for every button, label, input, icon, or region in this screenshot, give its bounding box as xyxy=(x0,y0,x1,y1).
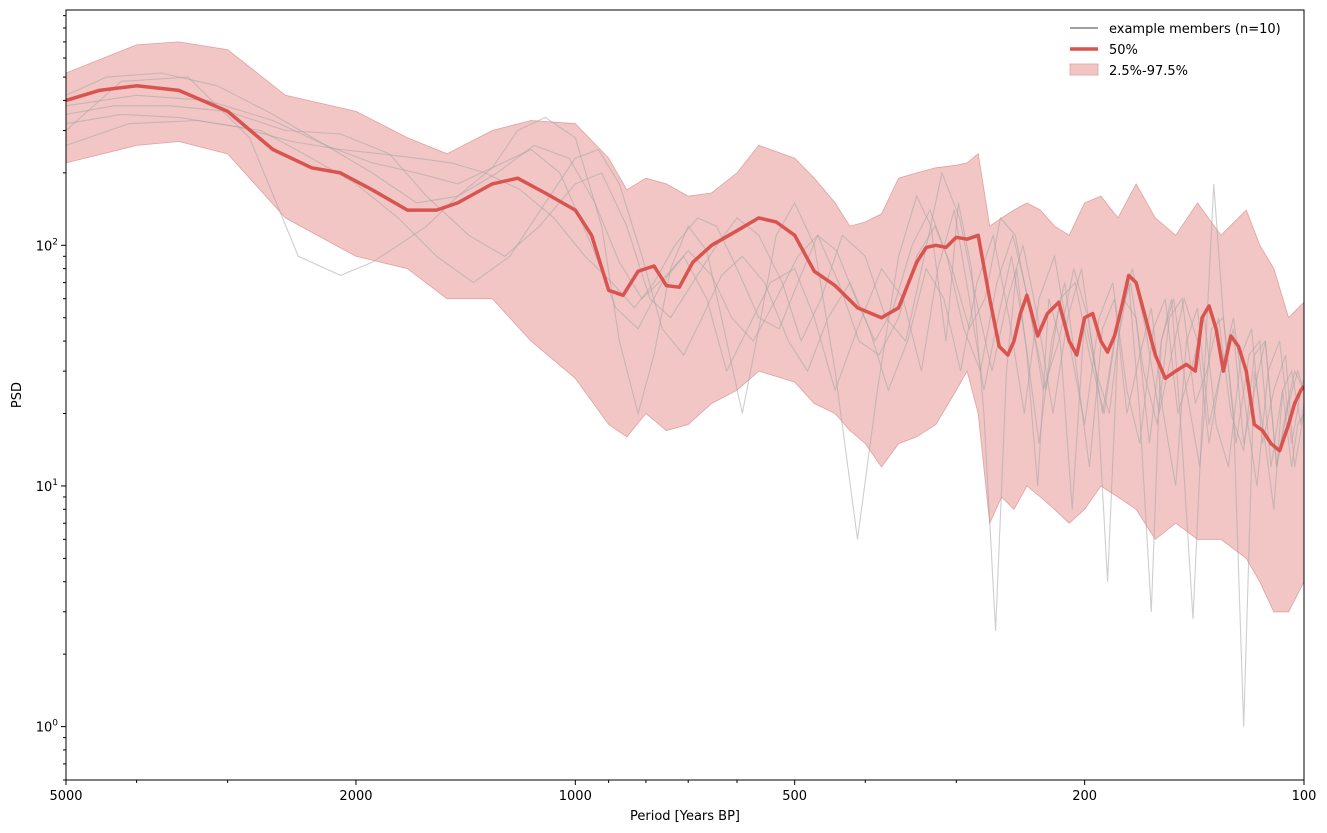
x-axis: 5000 2000 1000 500 200 100 xyxy=(49,780,1316,804)
x-axis-label: Period [Years BP] xyxy=(630,809,740,824)
legend-label: 50% xyxy=(1109,43,1138,58)
legend-label: 2.5%-97.5% xyxy=(1109,64,1188,79)
x-tick-label: 200 xyxy=(1072,789,1097,804)
plot-frame xyxy=(65,9,1305,781)
member-line-1 xyxy=(66,76,1304,727)
x-tick-label: 1000 xyxy=(559,789,592,804)
x-tick-label: 100 xyxy=(1292,789,1317,804)
confidence-band-layer xyxy=(66,41,1304,613)
median-line xyxy=(66,84,1304,453)
y-tick-label: 102 xyxy=(36,237,58,254)
legend-swatch-band xyxy=(1069,63,1099,76)
y-axis: 100 101 102 xyxy=(36,15,66,781)
x-tick-label: 2000 xyxy=(339,789,372,804)
y-axis-label: PSD xyxy=(10,382,25,408)
x-tick-label: 5000 xyxy=(49,789,82,804)
legend: example members (n=10) 50% 2.5%-97.5% xyxy=(1069,22,1281,79)
median-layer xyxy=(66,84,1304,453)
confidence-band-area xyxy=(66,41,1304,613)
legend-label: example members (n=10) xyxy=(1109,22,1281,37)
member-line-5 xyxy=(66,72,1304,487)
member-line-2 xyxy=(66,94,1304,487)
y-tick-label: 100 xyxy=(36,719,59,736)
x-tick-label: 500 xyxy=(782,789,807,804)
y-tick-label: 101 xyxy=(36,478,58,495)
